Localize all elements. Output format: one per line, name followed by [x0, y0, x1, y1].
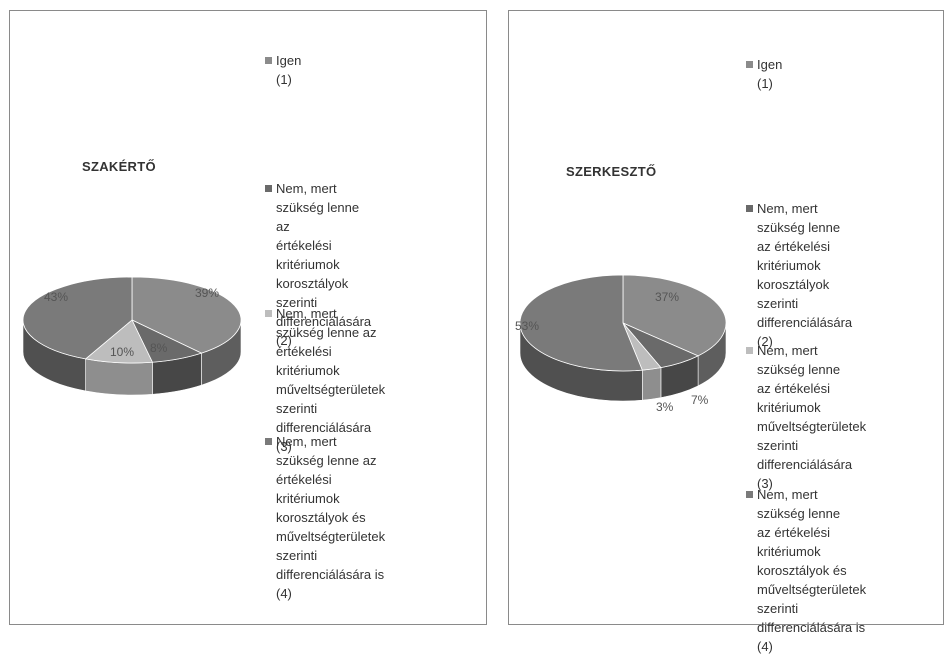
- pie-side-walls: [22, 319, 242, 396]
- legend-label: Nem, mert szükség lenne az értékelési kr…: [276, 181, 372, 348]
- legend-swatch: [746, 205, 753, 212]
- legend-entry-4: Nem, mert szükség lenne az értékelési kr…: [746, 485, 866, 656]
- data-label-3: 3%: [656, 400, 674, 414]
- legend-swatch: [746, 347, 753, 354]
- legend-label: Nem, mert szükség lenne az értékelési kr…: [757, 201, 853, 349]
- legend-label: Igen (1): [757, 57, 783, 91]
- chart-panel-szakerto: SZAKÉRTŐ 39% 8% 10% 43% Igen (1) Nem, mert s…: [9, 10, 487, 625]
- legend-label: Nem, mert szükség lenne az értékelési kr…: [757, 343, 867, 491]
- legend-swatch: [265, 438, 272, 445]
- chart-title: SZAKÉRTŐ: [82, 159, 156, 174]
- pie-slice-side-3: [642, 367, 662, 401]
- legend-swatch: [746, 491, 753, 498]
- data-label-2: 8%: [150, 341, 168, 355]
- pie-side-walls: [519, 322, 727, 402]
- legend-entry-2: Nem, mert szükség lenne az értékelési kr…: [265, 179, 371, 350]
- chart-title: SZERKESZTŐ: [566, 164, 657, 179]
- pie-slice-side-3: [85, 358, 153, 396]
- data-label-2: 7%: [691, 393, 709, 407]
- legend-swatch: [265, 310, 272, 317]
- legend-label: Nem, mert szükség lenne az értékelési kr…: [276, 434, 386, 601]
- legend-entry-3: Nem, mert szükség lenne az értékelési kr…: [265, 304, 385, 456]
- data-label-3: 10%: [110, 345, 134, 359]
- pie-chart-szakerto: 39% 8% 10% 43%: [22, 276, 242, 396]
- pie-slice-4: [22, 276, 133, 360]
- legend-label: Nem, mert szükség lenne az értékelési kr…: [757, 487, 867, 654]
- legend-label: Igen (1): [276, 53, 302, 87]
- pie-chart-szerkeszto: 37% 7% 3% 53%: [515, 274, 727, 414]
- pie-top-faces: [22, 276, 242, 364]
- data-label-4: 53%: [515, 319, 539, 333]
- legend-swatch: [265, 57, 272, 64]
- legend-entry-1: Igen (1): [746, 55, 782, 93]
- legend-label: Nem, mert szükség lenne az értékelési kr…: [276, 306, 386, 454]
- legend-entry-2: Nem, mert szükség lenne az értékelési kr…: [746, 199, 852, 351]
- legend-swatch: [265, 185, 272, 192]
- data-label-4: 43%: [44, 290, 68, 304]
- legend-swatch: [746, 61, 753, 68]
- pie-slice-1: [622, 274, 727, 357]
- pie-slice-4: [519, 274, 643, 372]
- legend-entry-4: Nem, mert szükség lenne az értékelési kr…: [265, 432, 385, 603]
- pie-top-faces: [519, 274, 727, 372]
- legend-entry-3: Nem, mert szükség lenne az értékelési kr…: [746, 341, 866, 493]
- chart-panel-szerkeszto: SZERKESZTŐ 37% 7% 3% 53% Igen (1) Nem, mert …: [508, 10, 944, 654]
- pie-slice-1: [131, 276, 242, 354]
- data-label-1: 39%: [195, 286, 219, 300]
- legend-entry-1: Igen (1): [265, 51, 301, 89]
- data-label-1: 37%: [655, 290, 679, 304]
